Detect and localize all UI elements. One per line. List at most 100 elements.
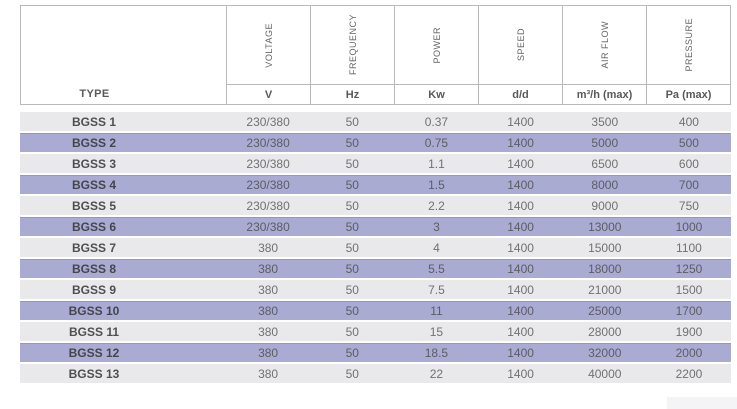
row-value-cell: 15000 bbox=[588, 240, 622, 255]
row-type-cell: BGSS 10 bbox=[68, 304, 120, 318]
column-label: POWER bbox=[431, 26, 442, 64]
spec-column-header: VOLTAGE V bbox=[227, 6, 311, 104]
row-value-cell: 50 bbox=[345, 198, 359, 213]
row-value-cell: 380 bbox=[258, 324, 279, 339]
type-column-header: TYPE bbox=[21, 6, 227, 104]
row-value-cell: 50 bbox=[345, 304, 359, 318]
row-type-cell: BGSS 1 bbox=[71, 114, 116, 129]
row-value-cell: 50 bbox=[345, 114, 359, 129]
column-unit: Pa (max) bbox=[647, 84, 730, 104]
rotated-label-area: VOLTAGE bbox=[227, 6, 310, 84]
row-value-cell: 25000 bbox=[588, 304, 622, 318]
row-type-cell: BGSS 11 bbox=[68, 324, 120, 339]
row-value-cell: 1500 bbox=[675, 282, 703, 297]
row-value-cell: 18000 bbox=[588, 262, 622, 276]
column-label: SPEED bbox=[515, 28, 526, 62]
row-value-cell: 50 bbox=[345, 282, 359, 297]
column-label: AIR FLOW bbox=[599, 21, 610, 69]
rotated-label-area: SPEED bbox=[479, 6, 562, 84]
column-unit: Kw bbox=[395, 84, 478, 104]
row-value-cell: 22 bbox=[429, 366, 444, 381]
row-type-cell: BGSS 4 bbox=[71, 178, 116, 192]
column-label: PRESSURE bbox=[683, 18, 694, 72]
rotated-label-area: AIR FLOW bbox=[563, 6, 646, 84]
row-value-cell: 1900 bbox=[675, 324, 703, 339]
row-value-cell: 230/380 bbox=[246, 136, 290, 150]
row-value-cell: 1000 bbox=[675, 220, 703, 234]
row-value-cell: 380 bbox=[258, 240, 279, 255]
table-row: BGSS 13 380 50 22 1400 40000 2200 bbox=[20, 364, 731, 383]
row-type-cell: BGSS 2 bbox=[71, 136, 116, 150]
table-row: BGSS 4 230/380 50 1.5 1400 8000 700 bbox=[20, 175, 731, 194]
table-row: BGSS 11 380 50 15 1400 28000 1900 bbox=[20, 322, 731, 341]
row-value-cell: 11 bbox=[430, 304, 443, 318]
table-row: BGSS 6 230/380 50 3 1400 13000 1000 bbox=[20, 217, 731, 236]
row-value-cell: 1400 bbox=[507, 240, 534, 255]
fan-spec-table: TYPE VOLTAGE V FREQUENCY Hz POWER Kw SPE… bbox=[20, 5, 731, 385]
table-row: BGSS 2 230/380 50 0.75 1400 5000 500 bbox=[20, 133, 731, 152]
rotated-label-area: PRESSURE bbox=[647, 6, 730, 84]
row-value-cell: 50 bbox=[345, 240, 359, 255]
row-value-cell: 50 bbox=[345, 346, 359, 360]
row-type-cell: BGSS 3 bbox=[71, 156, 116, 171]
row-value-cell: 5.5 bbox=[428, 262, 445, 276]
row-value-cell: 1250 bbox=[675, 262, 703, 276]
row-value-cell: 700 bbox=[678, 178, 699, 192]
row-value-cell: 1400 bbox=[507, 136, 534, 150]
row-value-cell: 380 bbox=[258, 346, 279, 360]
row-value-cell: 230/380 bbox=[246, 198, 290, 213]
row-value-cell: 0.37 bbox=[424, 114, 449, 129]
row-value-cell: 1400 bbox=[507, 262, 534, 276]
rotated-label-area: FREQUENCY bbox=[311, 6, 394, 84]
row-value-cell: 4 bbox=[433, 240, 440, 255]
row-value-cell: 230/380 bbox=[246, 178, 290, 192]
spec-column-header: AIR FLOW m³/h (max) bbox=[563, 6, 647, 104]
row-value-cell: 40000 bbox=[588, 366, 622, 381]
row-value-cell: 50 bbox=[345, 220, 359, 234]
row-value-cell: 1400 bbox=[507, 324, 534, 339]
row-value-cell: 28000 bbox=[588, 324, 622, 339]
column-unit: d/d bbox=[479, 84, 562, 104]
row-value-cell: 2000 bbox=[675, 346, 703, 360]
row-value-cell: 32000 bbox=[588, 346, 622, 360]
table-row: BGSS 7 380 50 4 1400 15000 1100 bbox=[20, 238, 731, 257]
table-row: BGSS 10 380 50 11 1400 25000 1700 bbox=[20, 301, 731, 320]
row-type-cell: BGSS 12 bbox=[68, 346, 120, 360]
row-value-cell: 13000 bbox=[588, 220, 622, 234]
table-row: BGSS 5 230/380 50 2.2 1400 9000 750 bbox=[20, 196, 731, 215]
row-type-cell: BGSS 5 bbox=[71, 198, 116, 213]
table-row: BGSS 9 380 50 7.5 1400 21000 1500 bbox=[20, 280, 731, 299]
row-value-cell: 400 bbox=[678, 114, 699, 129]
row-value-cell: 1.5 bbox=[428, 178, 445, 192]
row-value-cell: 2200 bbox=[675, 366, 703, 381]
row-value-cell: 0.75 bbox=[424, 136, 449, 150]
row-type-cell: BGSS 7 bbox=[71, 240, 116, 255]
row-value-cell: 600 bbox=[678, 156, 699, 171]
row-value-cell: 380 bbox=[258, 366, 279, 381]
rotated-label-area: POWER bbox=[395, 6, 478, 84]
spec-column-header: PRESSURE Pa (max) bbox=[647, 6, 730, 104]
row-value-cell: 50 bbox=[345, 136, 359, 150]
row-value-cell: 1100 bbox=[676, 240, 702, 255]
row-value-cell: 1700 bbox=[675, 304, 703, 318]
column-unit: Hz bbox=[311, 84, 394, 104]
row-value-cell: 230/380 bbox=[246, 114, 290, 129]
row-value-cell: 3 bbox=[433, 220, 440, 234]
row-value-cell: 21000 bbox=[588, 282, 622, 297]
table-row: BGSS 1 230/380 50 0.37 1400 3500 400 bbox=[20, 112, 731, 131]
row-value-cell: 1400 bbox=[507, 156, 534, 171]
table-row: BGSS 8 380 50 5.5 1400 18000 1250 bbox=[20, 259, 731, 278]
row-value-cell: 1400 bbox=[507, 304, 534, 318]
column-unit: m³/h (max) bbox=[563, 84, 646, 104]
row-value-cell: 1400 bbox=[507, 178, 534, 192]
spec-column-header: FREQUENCY Hz bbox=[311, 6, 395, 104]
row-value-cell: 50 bbox=[345, 324, 359, 339]
row-value-cell: 50 bbox=[345, 178, 359, 192]
row-value-cell: 18.5 bbox=[424, 346, 449, 360]
column-label: VOLTAGE bbox=[263, 22, 274, 68]
row-value-cell: 50 bbox=[345, 262, 359, 276]
row-value-cell: 1400 bbox=[507, 220, 534, 234]
row-value-cell: 2.2 bbox=[428, 198, 445, 213]
row-value-cell: 6500 bbox=[591, 156, 619, 171]
